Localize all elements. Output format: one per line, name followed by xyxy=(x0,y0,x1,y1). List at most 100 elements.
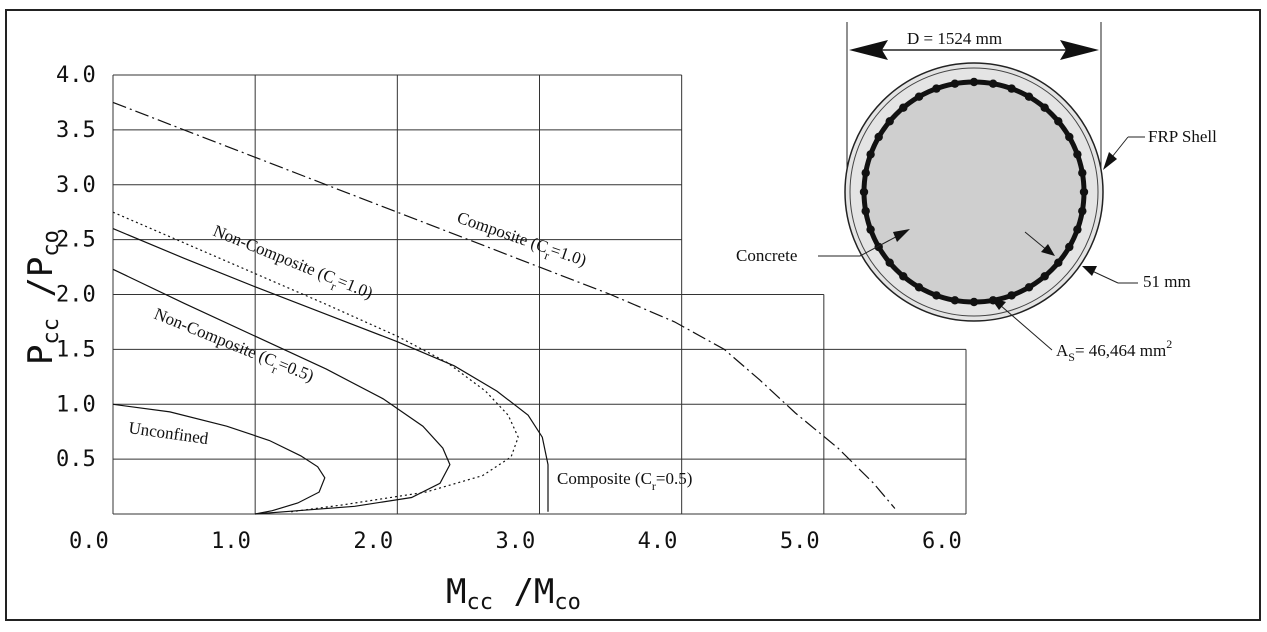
rebar xyxy=(914,283,924,292)
rebar xyxy=(885,117,894,126)
concrete-arrow xyxy=(893,229,910,242)
rebar-group xyxy=(859,77,1089,307)
label-unconfined: Unconfined xyxy=(127,418,210,448)
thickness-label: 51 mm xyxy=(1143,272,1191,291)
label-c10-pre: Composite (C xyxy=(455,208,551,257)
frp-shell-inner xyxy=(849,67,1099,317)
rebar xyxy=(1079,187,1089,197)
rebar xyxy=(861,168,870,178)
label-nc05-sub: r xyxy=(270,362,279,376)
label-nc10-sub: r xyxy=(329,279,338,293)
rebar xyxy=(866,225,875,234)
figure-frame xyxy=(5,9,1261,621)
x-tick-labels: 0.0 1.0 2.0 3.0 4.0 5.0 6.0 xyxy=(69,529,962,554)
steel-label-post: = 46,464 mm xyxy=(1075,341,1166,360)
rebar xyxy=(1065,242,1074,252)
rebar xyxy=(969,297,979,307)
y-axis-label-sub1: cc xyxy=(39,318,64,345)
steel-label-sup: 2 xyxy=(1166,337,1172,351)
x-tick-label: 6.0 xyxy=(922,529,962,554)
label-nc10-post: =1.0) xyxy=(335,271,376,302)
y-axis-label: Pcc /Pco xyxy=(21,230,64,365)
x-axis-label-sub2: co xyxy=(554,590,581,615)
x-tick-label: 2.0 xyxy=(353,529,393,554)
dim-arrow-right xyxy=(1060,40,1099,60)
rebar xyxy=(1073,150,1082,159)
label-c05-sub: r xyxy=(652,479,656,493)
series-line-1 xyxy=(112,403,326,515)
cross-section: D = 1524 mm FRP Shell Concrete 51 mm AS=… xyxy=(736,22,1217,364)
y-tick-label: 0.5 xyxy=(56,447,96,472)
steel-arrow xyxy=(990,297,1006,310)
series-group xyxy=(112,101,896,515)
series-line-4 xyxy=(112,228,549,512)
x-tick-label: 3.0 xyxy=(496,529,536,554)
rebar xyxy=(874,132,883,142)
steel-leader xyxy=(999,304,1053,351)
rebar xyxy=(1054,117,1063,126)
rebar xyxy=(1040,272,1049,281)
thickness-arrow-inner xyxy=(1041,244,1055,256)
y-tick-label: 4.0 xyxy=(56,63,96,88)
label-noncomposite-05: Non-Composite (Cr=0.5) xyxy=(150,304,317,390)
rebar xyxy=(932,291,941,300)
y-tick-label: 1.0 xyxy=(56,392,96,417)
rebar xyxy=(859,187,869,197)
thickness-leader-diag xyxy=(1089,269,1119,284)
rebar xyxy=(1040,103,1049,112)
rebar xyxy=(950,79,960,88)
rebar xyxy=(1065,132,1074,142)
series-line-5 xyxy=(112,101,896,509)
rebar xyxy=(1024,92,1034,101)
label-nc05-post: =0.5) xyxy=(276,354,317,385)
x-axis-label-main: M xyxy=(446,572,466,612)
y-axis-label-sub2: co xyxy=(39,230,64,257)
label-composite-05: Composite (Cr=0.5) xyxy=(557,469,692,493)
x-tick-label: 5.0 xyxy=(780,529,820,554)
concrete-core xyxy=(861,79,1087,305)
rebar xyxy=(932,84,941,93)
y-axis-label-mid: /P xyxy=(21,257,61,318)
x-tick-label: 1.0 xyxy=(211,529,251,554)
rebar xyxy=(885,258,894,267)
series-line-2 xyxy=(112,268,451,515)
label-c10-sub: r xyxy=(543,248,551,263)
label-c05-post: =0.5) xyxy=(656,469,693,488)
frp-label: FRP Shell xyxy=(1148,127,1217,146)
rebar xyxy=(1024,283,1034,292)
concrete-label: Concrete xyxy=(736,246,797,265)
y-tick-label: 1.5 xyxy=(56,337,96,362)
steel-label-sub: S xyxy=(1068,350,1075,364)
dim-arrow-left xyxy=(849,40,888,60)
rebar xyxy=(969,77,979,87)
y-tick-label: 2.5 xyxy=(56,228,96,253)
diameter-label: D = 1524 mm xyxy=(907,29,1002,48)
x-axis-label-sub1: cc xyxy=(466,590,493,615)
rebar xyxy=(899,272,908,281)
thickness-inner-leader xyxy=(1024,231,1049,252)
rebar xyxy=(899,103,908,112)
rebar xyxy=(1078,206,1087,216)
rebar xyxy=(1078,168,1087,178)
rebar xyxy=(988,79,998,88)
label-c10-post: =1.0) xyxy=(548,240,589,270)
rebar xyxy=(861,206,870,216)
x-tick-label: 4.0 xyxy=(638,529,678,554)
rebar xyxy=(866,150,875,159)
rebar xyxy=(1073,225,1082,234)
rebar xyxy=(950,296,960,305)
steel-label: AS= 46,464 mm2 xyxy=(1056,337,1172,364)
grid xyxy=(112,74,966,515)
rebar xyxy=(914,92,924,101)
y-tick-labels: 0.5 1.0 1.5 2.0 2.5 3.0 3.5 4.0 xyxy=(56,63,96,472)
concrete-leader xyxy=(818,231,906,257)
frp-arrow xyxy=(1103,152,1117,170)
y-tick-label: 2.0 xyxy=(56,283,96,308)
rebar xyxy=(1054,258,1063,267)
rebar xyxy=(1007,84,1016,93)
x-axis-label: Mcc /Mco xyxy=(446,572,581,615)
label-nc05-pre: Non-Composite (C xyxy=(152,304,280,370)
y-tick-label: 3.5 xyxy=(56,118,96,143)
label-c05-pre: Composite (C xyxy=(557,469,652,488)
